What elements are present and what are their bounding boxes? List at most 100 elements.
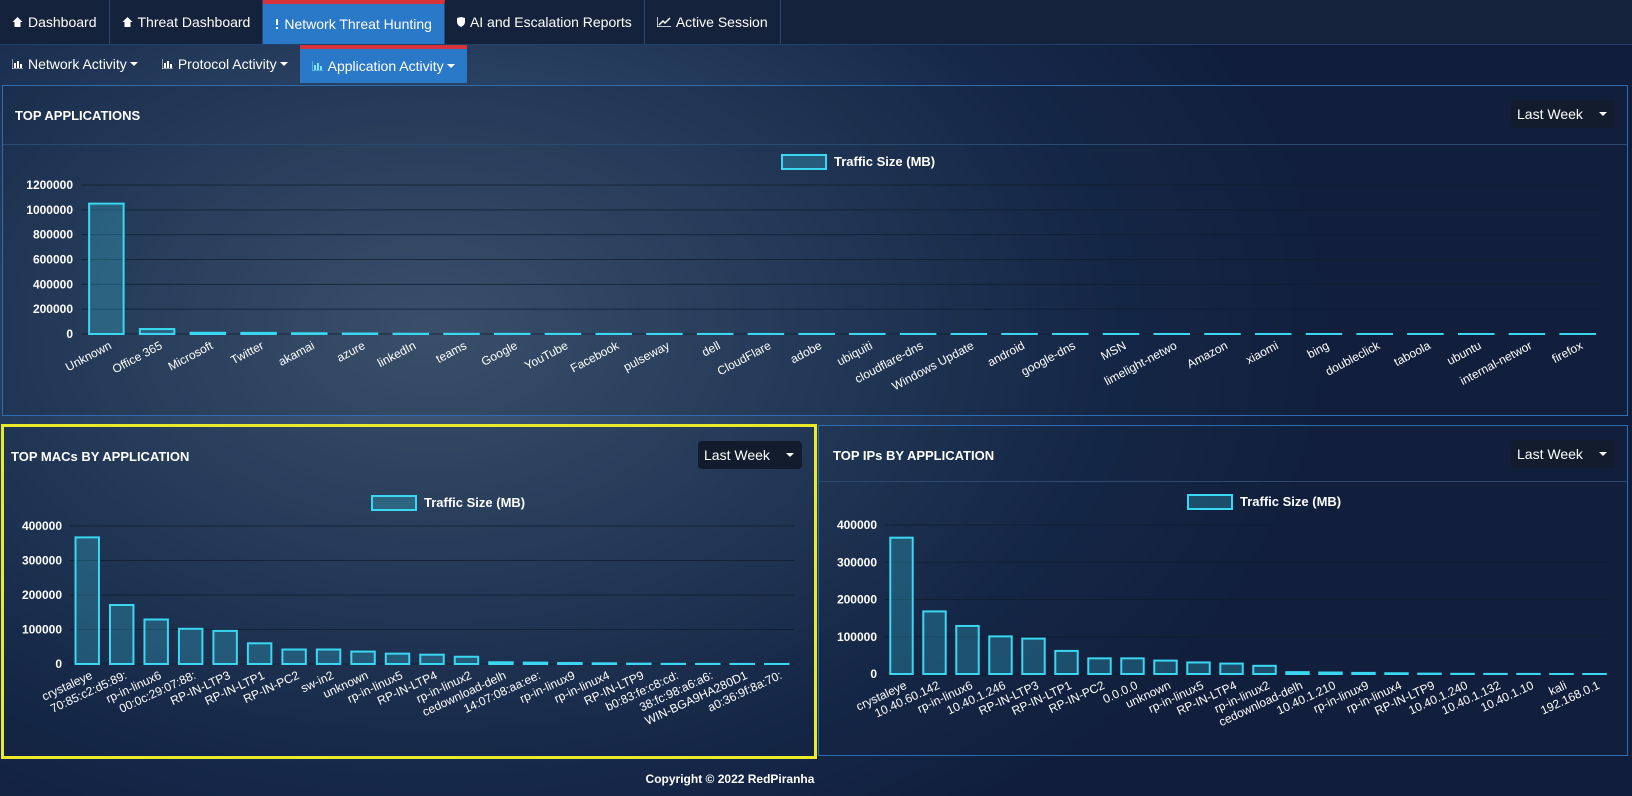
y-tick-label: 100000 [22,623,62,637]
panel-title: TOP IPs BY APPLICATION [833,448,995,463]
bar [384,652,411,665]
nav-item[interactable]: Threat Dashboard [110,0,264,44]
legend-label: Traffic Size (MB) [834,154,935,169]
chart: 0 100000 200000 300000 400000 Traffic Size (M… [837,494,1611,729]
nav-item[interactable]: Active Session [645,0,781,44]
sub-nav-label: Protocol Activity [177,56,277,72]
x-tick-label: ubuntu [1445,338,1484,368]
nav-item[interactable]: Dashboard [0,0,110,44]
x-tick-label: Facebook [568,338,622,376]
bar [74,536,100,665]
bar [1021,637,1046,676]
bar [1252,664,1277,675]
nav-item[interactable]: AI and Escalation Reports [445,0,645,44]
icon [12,17,23,27]
y-tick-label: 400000 [22,519,62,533]
bar [1219,662,1244,676]
bar [1153,659,1178,675]
x-tick-label: Amazon [1184,338,1229,371]
panel: TOP IPs BY APPLICATION Last Week 0 100000… [818,425,1628,756]
legend-swatch [371,495,417,511]
range-dropdown[interactable]: Last Week [1511,100,1615,128]
y-tick-label: 400000 [33,277,73,291]
y-tick-label: 200000 [33,302,73,316]
bar [88,202,125,335]
bar [281,648,307,665]
icon [161,59,173,69]
nav-label: AI and Escalation Reports [469,14,632,30]
x-tick-label: 192.168.0.1 [1538,678,1602,718]
y-tick-label: 200000 [22,588,62,602]
bar [1285,671,1310,675]
bar [1351,671,1376,676]
icon [456,17,465,27]
x-tick-label: azure [334,338,367,365]
icon [12,59,23,69]
panel: TOP MACs BY APPLICATION Last Week 0 10000… [1,424,817,759]
sub-nav-item[interactable]: Network Activity [0,45,150,83]
chart: 0 200000 400000 600000 800000 1000000 1200000 T… [26,154,1603,393]
icon [276,19,279,29]
bar [591,662,618,665]
bar [143,618,169,665]
x-tick-label: bing [1305,338,1332,361]
x-tick-label: Twitter [228,338,266,367]
y-tick-label: 800000 [33,228,73,242]
y-tick-label: 0 [870,667,877,681]
bar [108,604,135,666]
y-tick-label: 300000 [837,555,877,569]
panel-title: TOP MACs BY APPLICATION [11,449,190,464]
x-tick-label: Microsoft [166,338,216,374]
x-tick-label: MSN [1098,338,1128,363]
x-tick-label: adobe [788,338,824,366]
legend-swatch [781,154,827,170]
range-dropdown[interactable]: Last Week [698,441,802,469]
y-tick-label: 0 [66,327,73,341]
bar [1384,672,1409,676]
y-tick-label: 100000 [837,630,877,644]
sub-nav-item[interactable]: Application Activity [299,45,467,83]
x-tick-label: YouTube [522,338,570,373]
panel: TOP APPLICATIONS Last Week 0 200000 400000… [2,85,1628,416]
x-tick-label: taboola [1392,338,1434,369]
y-tick-label: 300000 [22,554,62,568]
chart: 0 100000 200000 300000 400000 Traffic Size (M… [22,495,794,728]
bar [212,629,238,666]
y-tick-label: 0 [55,657,62,671]
bar [1054,649,1079,675]
bar [1186,661,1211,675]
icon [656,17,671,27]
x-tick-label: Google [479,338,520,369]
bar [922,610,947,675]
bar [419,653,445,665]
x-tick-label: CloudFlare [715,338,774,378]
x-tick-label: doubleclick [1323,338,1383,379]
y-tick-label: 1000000 [26,203,73,217]
bar [488,661,514,665]
legend-label: Traffic Size (MB) [1240,494,1341,509]
nav-label: Threat Dashboard [137,14,251,30]
top-nav: Dashboard Threat Dashboard Network Threa… [0,0,1632,45]
sub-nav-item[interactable]: Protocol Activity [150,45,300,83]
bar [189,331,227,335]
sub-nav: Network Activity Protocol Activity Appli… [0,45,1632,83]
bar [522,661,549,665]
dropdown-label: Last Week [1517,106,1583,122]
bar [453,655,480,666]
sub-nav-label: Network Activity [28,56,127,72]
nav-item[interactable]: Network Threat Hunting [263,0,445,44]
range-dropdown[interactable]: Last Week [1511,440,1615,468]
x-tick-label: kali [1547,678,1569,698]
bar [1318,671,1343,675]
x-tick-label: firefox [1550,338,1585,366]
bar [246,642,273,666]
x-tick-label: dell [700,338,723,359]
bar [291,332,328,336]
bar [889,536,914,676]
bar [315,648,342,665]
bar [350,650,376,666]
legend-label: Traffic Size (MB) [424,495,525,510]
nav-label: Network Threat Hunting [284,16,432,32]
bar [955,624,980,675]
